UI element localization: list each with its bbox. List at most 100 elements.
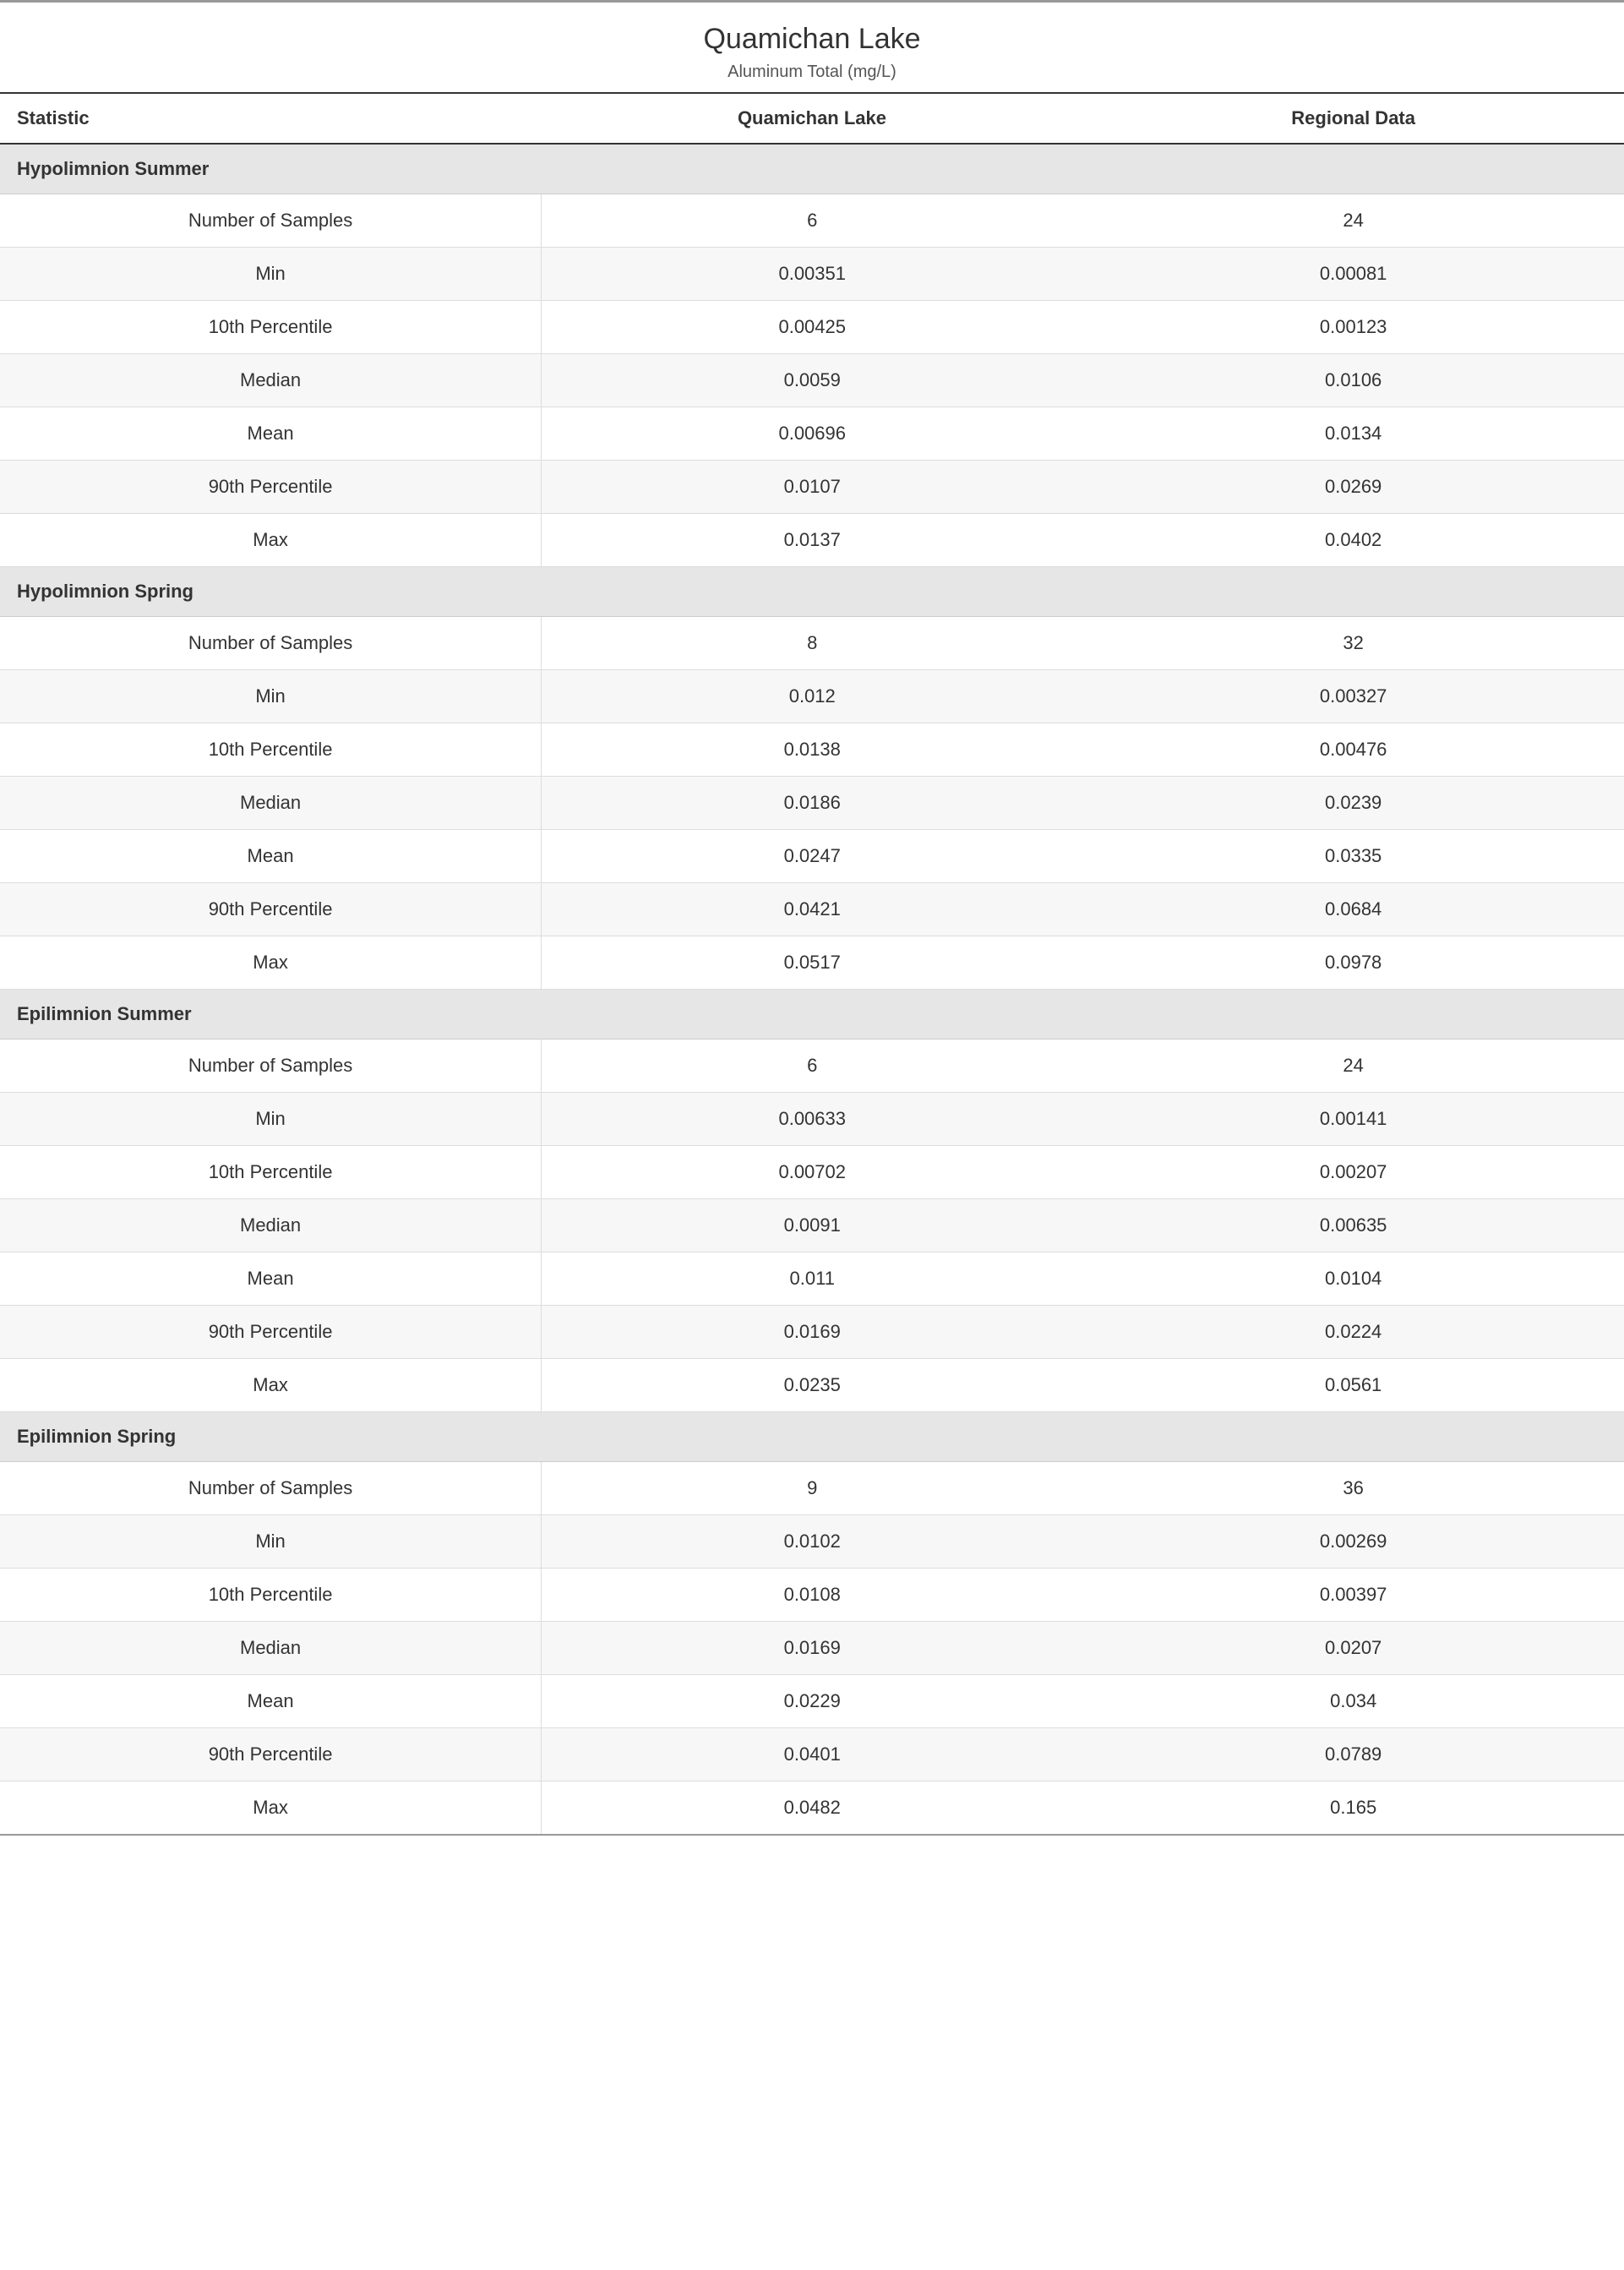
stat-value-lake: 0.00696 <box>542 407 1083 461</box>
table-row: 90th Percentile0.04210.0684 <box>0 883 1624 936</box>
section-header: Hypolimnion Summer <box>0 144 1624 194</box>
stat-value-lake: 0.0102 <box>542 1515 1083 1569</box>
stat-value-regional: 0.165 <box>1082 1782 1624 1836</box>
stat-label: 10th Percentile <box>0 723 542 777</box>
table-row: Median0.01690.0207 <box>0 1622 1624 1675</box>
stat-value-regional: 0.00635 <box>1082 1199 1624 1252</box>
table-row: 90th Percentile0.04010.0789 <box>0 1728 1624 1782</box>
stat-value-lake: 0.00351 <box>542 248 1083 301</box>
stat-label: Number of Samples <box>0 617 542 670</box>
stat-value-lake: 0.0229 <box>542 1675 1083 1728</box>
stat-value-lake: 0.0108 <box>542 1569 1083 1622</box>
table-row: Mean0.0110.0104 <box>0 1252 1624 1306</box>
stat-label: Min <box>0 1093 542 1146</box>
stat-label: 10th Percentile <box>0 1146 542 1199</box>
stat-value-lake: 0.0059 <box>542 354 1083 407</box>
page-title: Quamichan Lake <box>0 23 1624 56</box>
stat-value-lake: 0.0091 <box>542 1199 1083 1252</box>
stat-label: Max <box>0 1359 542 1412</box>
stat-label: Number of Samples <box>0 194 542 248</box>
stat-value-regional: 0.034 <box>1082 1675 1624 1728</box>
table-row: Max0.05170.0978 <box>0 936 1624 990</box>
stat-label: Max <box>0 936 542 990</box>
stat-value-regional: 0.0224 <box>1082 1306 1624 1359</box>
table-body: Hypolimnion SummerNumber of Samples624Mi… <box>0 144 1624 1835</box>
stat-value-lake: 6 <box>542 194 1083 248</box>
stat-value-lake: 0.011 <box>542 1252 1083 1306</box>
stat-value-lake: 0.0517 <box>542 936 1083 990</box>
stat-label: Median <box>0 1199 542 1252</box>
stat-value-regional: 0.0402 <box>1082 514 1624 567</box>
stat-value-regional: 0.00397 <box>1082 1569 1624 1622</box>
stat-value-regional: 0.0335 <box>1082 830 1624 883</box>
stat-label: 90th Percentile <box>0 1306 542 1359</box>
table-row: Number of Samples832 <box>0 617 1624 670</box>
table-row: Median0.00590.0106 <box>0 354 1624 407</box>
stat-value-lake: 6 <box>542 1040 1083 1093</box>
stat-value-lake: 9 <box>542 1462 1083 1515</box>
stat-value-regional: 0.0789 <box>1082 1728 1624 1782</box>
stat-value-lake: 0.0107 <box>542 461 1083 514</box>
stat-label: Mean <box>0 1675 542 1728</box>
stat-label: 10th Percentile <box>0 301 542 354</box>
stat-label: 90th Percentile <box>0 1728 542 1782</box>
stat-value-regional: 0.0978 <box>1082 936 1624 990</box>
stat-value-lake: 0.0421 <box>542 883 1083 936</box>
stat-value-regional: 0.00123 <box>1082 301 1624 354</box>
table-header-row: Statistic Quamichan Lake Regional Data <box>0 93 1624 144</box>
stat-value-regional: 0.00327 <box>1082 670 1624 723</box>
stat-value-lake: 8 <box>542 617 1083 670</box>
table-row: Max0.04820.165 <box>0 1782 1624 1836</box>
section-header: Hypolimnion Spring <box>0 567 1624 617</box>
stat-value-regional: 0.00476 <box>1082 723 1624 777</box>
stat-value-regional: 0.0269 <box>1082 461 1624 514</box>
stat-label: Max <box>0 1782 542 1836</box>
stat-label: 90th Percentile <box>0 461 542 514</box>
title-block: Quamichan Lake Aluminum Total (mg/L) <box>0 3 1624 92</box>
stat-label: Min <box>0 248 542 301</box>
stat-value-regional: 0.0207 <box>1082 1622 1624 1675</box>
stat-value-regional: 0.0561 <box>1082 1359 1624 1412</box>
stat-value-lake: 0.0401 <box>542 1728 1083 1782</box>
stat-value-regional: 0.00269 <box>1082 1515 1624 1569</box>
section-header: Epilimnion Spring <box>0 1412 1624 1462</box>
report-container: Quamichan Lake Aluminum Total (mg/L) Sta… <box>0 0 1624 1836</box>
stat-value-lake: 0.0247 <box>542 830 1083 883</box>
stat-label: Number of Samples <box>0 1462 542 1515</box>
stat-label: 10th Percentile <box>0 1569 542 1622</box>
col-regional: Regional Data <box>1082 93 1624 144</box>
stat-label: Median <box>0 354 542 407</box>
stat-label: Mean <box>0 407 542 461</box>
table-row: Mean0.02470.0335 <box>0 830 1624 883</box>
table-row: Min0.01020.00269 <box>0 1515 1624 1569</box>
table-row: Number of Samples624 <box>0 1040 1624 1093</box>
table-row: 10th Percentile0.007020.00207 <box>0 1146 1624 1199</box>
stats-table: Statistic Quamichan Lake Regional Data H… <box>0 92 1624 1836</box>
stat-value-lake: 0.0482 <box>542 1782 1083 1836</box>
table-row: Max0.02350.0561 <box>0 1359 1624 1412</box>
table-row: Mean0.006960.0134 <box>0 407 1624 461</box>
section-header-label: Hypolimnion Summer <box>0 144 1624 194</box>
table-row: Min0.006330.00141 <box>0 1093 1624 1146</box>
stat-value-regional: 0.00081 <box>1082 248 1624 301</box>
stat-value-regional: 36 <box>1082 1462 1624 1515</box>
stat-value-regional: 0.00141 <box>1082 1093 1624 1146</box>
section-header-label: Epilimnion Spring <box>0 1412 1624 1462</box>
stat-value-regional: 0.0134 <box>1082 407 1624 461</box>
stat-label: Min <box>0 670 542 723</box>
page-subtitle: Aluminum Total (mg/L) <box>0 63 1624 82</box>
stat-value-lake: 0.00702 <box>542 1146 1083 1199</box>
stat-value-regional: 0.0684 <box>1082 883 1624 936</box>
stat-value-lake: 0.00425 <box>542 301 1083 354</box>
table-row: Mean0.02290.034 <box>0 1675 1624 1728</box>
stat-value-regional: 0.0104 <box>1082 1252 1624 1306</box>
stat-label: 90th Percentile <box>0 883 542 936</box>
table-row: Number of Samples624 <box>0 194 1624 248</box>
table-row: Min0.003510.00081 <box>0 248 1624 301</box>
stat-value-lake: 0.0169 <box>542 1306 1083 1359</box>
section-header-label: Epilimnion Summer <box>0 990 1624 1040</box>
table-row: 10th Percentile0.004250.00123 <box>0 301 1624 354</box>
stat-value-lake: 0.012 <box>542 670 1083 723</box>
stat-label: Mean <box>0 830 542 883</box>
table-row: 10th Percentile0.01080.00397 <box>0 1569 1624 1622</box>
